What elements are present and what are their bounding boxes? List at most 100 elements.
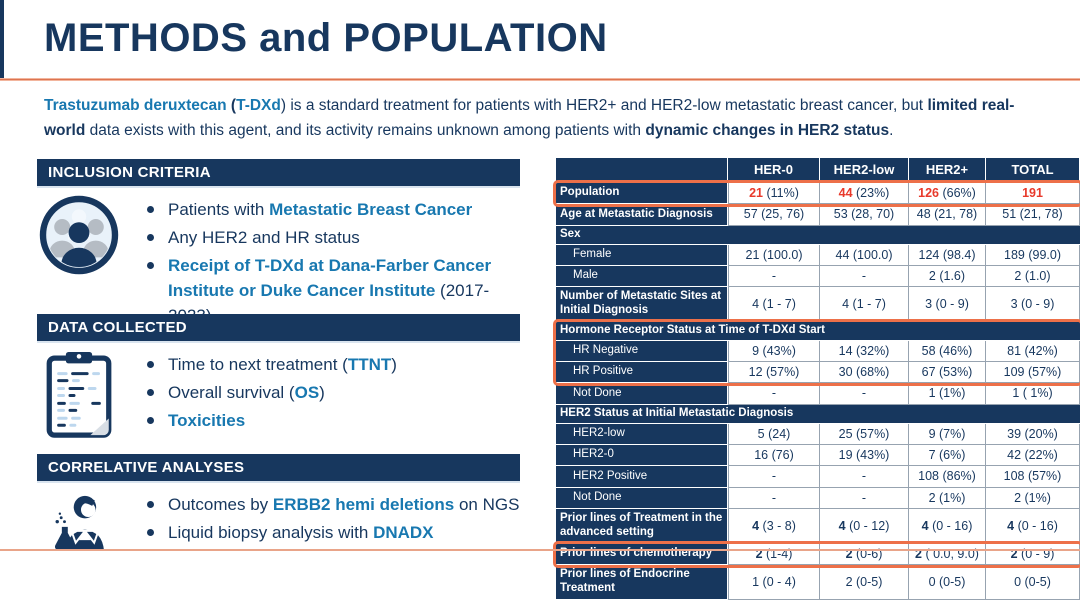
text-segment: Trastuzumab deruxtecan — [44, 97, 227, 114]
table-cell: 51 (21, 78) — [986, 204, 1080, 226]
text-segment: 67 (53%) — [921, 365, 973, 380]
text-segment: 7 (6%) — [928, 447, 966, 462]
section-header-bar: DATA COLLECTED — [37, 314, 520, 341]
text-segment: ERBB2 hemi deletions — [272, 495, 455, 514]
table-cell: 21 (11%) — [728, 183, 820, 205]
text-segment: (3 - 8) — [759, 518, 796, 533]
text-segment: 4 — [752, 518, 760, 533]
table-cell: 7 (6%) — [909, 444, 986, 467]
table-cell: 44 (100.0) — [820, 244, 909, 266]
bullet-list: Patients with Metastatic Breast Cancer An… — [147, 197, 520, 331]
table-cell: 14 (32%) — [820, 340, 909, 363]
text-segment: Overall survival ( — [168, 383, 295, 402]
table-cell: 1 ( 1%) — [986, 383, 1080, 405]
text-segment: 44 — [838, 186, 853, 200]
table-cell: 2 (1-4) — [728, 543, 820, 566]
text-segment: DNADX — [373, 523, 434, 542]
bullet-item: Any HER2 and HR status — [147, 225, 520, 250]
text-segment: . — [889, 122, 894, 139]
section-label: Hormone Receptor Status at Time of T-DXd… — [556, 321, 1080, 341]
text-segment: OS — [294, 383, 320, 402]
table-row: Not Done - - 1 (1%) 1 ( 1%) — [556, 383, 1080, 405]
left-edge-accent-bar — [0, 0, 4, 78]
text-segment: Toxicities — [168, 411, 246, 430]
table-cell: 21 (100.0) — [728, 244, 820, 266]
text-segment: 5 (24) — [757, 426, 791, 441]
text-segment: 42 (22%) — [1007, 447, 1058, 462]
bullet-dot — [147, 262, 154, 269]
row-label: Male — [556, 265, 728, 288]
text-segment: 2 (1.6) — [928, 268, 966, 283]
bullet-list: Outcomes by ERBB2 hemi deletions on NGS L… — [147, 492, 520, 548]
text-segment: 21 (100.0) — [745, 247, 803, 262]
text-segment: 4 — [838, 518, 846, 533]
text-segment: - — [861, 490, 867, 505]
table-cell: 108 (57%) — [986, 466, 1080, 488]
table-cell: - — [820, 265, 909, 288]
table-cell: 191 — [986, 183, 1080, 205]
text-segment: Patients with — [168, 200, 270, 219]
table-cell: 3 (0 - 9) — [909, 287, 986, 322]
section-inclusion-criteria: INCLUSION CRITERIA Patients wit — [37, 159, 520, 331]
table-cell: 2 (1%) — [986, 487, 1080, 510]
table-cell: 2 (0 - 9) — [986, 543, 1080, 566]
table-cell: 3 (0 - 9) — [986, 287, 1080, 322]
table-section-row: HER2 Status at Initial Metastatic Diagno… — [556, 404, 1080, 424]
table-cell: 9 (43%) — [728, 340, 820, 363]
text-segment: 44 (100.0) — [835, 247, 893, 262]
table-body: Population 21 (11%) 44 (23%) 126 (66%) 191 Ag… — [556, 183, 1080, 600]
text-segment: 25 (57%) — [838, 426, 890, 441]
text-segment: ( — [226, 97, 237, 114]
text-segment: 14 (32%) — [838, 343, 890, 358]
table-cell: - — [728, 265, 820, 288]
text-segment: 51 (21, 78) — [1002, 207, 1063, 222]
table-cell: 12 (57%) — [728, 362, 820, 384]
text-segment: 48 (21, 78) — [916, 207, 978, 222]
table-cell: 2 ( 0.0, 9.0) — [909, 543, 986, 566]
row-label: Age at Metastatic Diagnosis — [556, 204, 728, 226]
row-label: Prior lines of chemotherapy — [556, 543, 728, 566]
table-cell: 126 (66%) — [909, 183, 986, 205]
table-cell: 0 (0-5) — [909, 565, 986, 600]
table-cell: 81 (42%) — [986, 340, 1080, 363]
bullet-dot — [147, 389, 154, 396]
text-segment: 191 — [1022, 186, 1043, 200]
text-segment: 4 — [921, 518, 929, 533]
text-segment: 108 (57%) — [1003, 469, 1062, 484]
table-cell: 4 (0 - 12) — [820, 509, 909, 544]
bullet-item: Patients with Metastatic Breast Cancer — [147, 197, 520, 222]
text-segment: 9 (7%) — [928, 426, 966, 441]
row-label: Not Done — [556, 383, 728, 405]
text-segment: - — [861, 386, 867, 401]
text-segment: (0 - 16) — [928, 518, 973, 533]
table-cell: 2 (1%) — [909, 487, 986, 510]
table-cell: 16 (76) — [728, 444, 820, 467]
table-row: Population 21 (11%) 44 (23%) 126 (66%) 191 — [556, 183, 1080, 205]
bullet-item: Overall survival (OS) — [147, 380, 520, 405]
text-segment: dynamic changes in HER2 status — [645, 122, 890, 139]
text-segment: 2 (1%) — [1014, 490, 1051, 505]
table-section-row: Hormone Receptor Status at Time of T-DXd… — [556, 321, 1080, 341]
column-header: TOTAL — [986, 158, 1080, 183]
table-row: HER2-low 5 (24) 25 (57%) 9 (7%) 39 (20%) — [556, 423, 1080, 445]
table-cell: 108 (86%) — [909, 466, 986, 488]
table-cell: - — [728, 383, 820, 405]
table-cell: - — [728, 487, 820, 510]
text-segment: - — [771, 469, 777, 484]
table-row: HER2-0 16 (76) 19 (43%) 7 (6%) 42 (22%) — [556, 444, 1080, 467]
table-cell: 57 (25, 76) — [728, 204, 820, 226]
table-row: Prior lines of chemotherapy 2 (1-4) 2 (0-6… — [556, 543, 1080, 566]
table-row: Age at Metastatic Diagnosis 57 (25, 76) 53… — [556, 204, 1080, 226]
section-label: Sex — [556, 225, 1080, 245]
text-segment: - — [861, 268, 867, 283]
table-cell: 53 (28, 70) — [820, 204, 909, 226]
bullet-dot — [147, 501, 154, 508]
row-label: HER2-0 — [556, 444, 728, 467]
people-group-icon — [37, 195, 121, 275]
bullet-item: Toxicities — [147, 408, 520, 433]
table-cell: 4 (0 - 16) — [909, 509, 986, 544]
intro-paragraph: Trastuzumab deruxtecan (T-DXd) is a stan… — [44, 93, 1050, 143]
bullet-dot — [147, 417, 154, 424]
table-cell: 67 (53%) — [909, 362, 986, 384]
table-section-row: Sex — [556, 225, 1080, 245]
